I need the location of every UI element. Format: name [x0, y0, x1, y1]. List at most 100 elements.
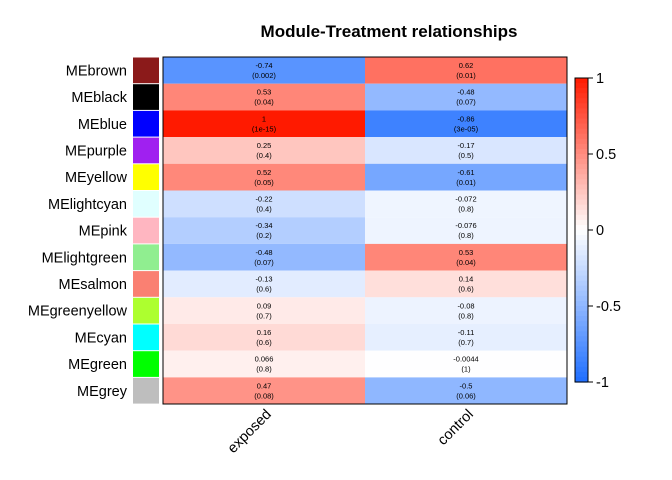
- cell-correlation-label: -0.13: [255, 275, 272, 284]
- cell-correlation-label: -0.072: [455, 195, 476, 204]
- module-color-swatch: [133, 324, 159, 351]
- heatmap-cell: [163, 270, 365, 298]
- row-label: MEyellow: [65, 170, 128, 186]
- colorbar-segment: [575, 300, 588, 307]
- cell-correlation-label: -0.22: [255, 195, 272, 204]
- cell-pvalue-label: (0.8): [458, 205, 474, 214]
- row-label: MEpink: [79, 224, 128, 240]
- cell-pvalue-label: (0.2): [256, 231, 272, 240]
- colorbar-segment: [575, 194, 588, 201]
- cell-pvalue-label: (0.04): [254, 98, 274, 107]
- row-label: MElightgreen: [42, 250, 127, 266]
- colorbar-segment: [575, 295, 588, 302]
- row-label: MEblack: [71, 90, 127, 106]
- colorbar-segment: [575, 159, 588, 165]
- heatmap-cell: [365, 137, 567, 164]
- colorbar-segment: [575, 255, 588, 261]
- module-color-swatch: [133, 297, 159, 324]
- row-label: MEgreen: [68, 357, 127, 373]
- heatmap-cell: [365, 350, 567, 378]
- module-color-swatch: [133, 84, 159, 110]
- row-label: MEblue: [78, 117, 127, 133]
- cell-pvalue-label: (0.08): [254, 391, 274, 400]
- colorbar-segment: [575, 376, 588, 383]
- colorbar: 1 0.5 0 -0.5 -1: [574, 71, 621, 391]
- colorbar-segment: [575, 361, 588, 368]
- cell-correlation-label: 0.14: [459, 275, 474, 284]
- heatmap-cell: [163, 324, 365, 351]
- cell-pvalue-label: (0.06): [456, 391, 476, 400]
- colorbar-segment: [575, 321, 588, 327]
- module-color-swatch: [133, 164, 159, 190]
- module-color-swatch: [133, 110, 159, 137]
- heatmap-cell: [163, 163, 365, 191]
- cell-pvalue-label: (0.01): [456, 71, 476, 80]
- heatmap-cell: [163, 377, 365, 405]
- heatmap-cell: [163, 110, 365, 138]
- colorbar-segment: [575, 224, 588, 231]
- colorbar-segment: [575, 98, 588, 104]
- cell-correlation-label: -0.5: [460, 381, 473, 390]
- colorbar-tick-label: 0.5: [596, 147, 616, 163]
- heatmap-cell: [365, 297, 567, 324]
- heatmap-cell: [365, 190, 567, 218]
- colorbar-segment: [575, 133, 588, 140]
- colorbar-segment: [575, 143, 588, 150]
- colorbar-segment: [575, 280, 588, 287]
- cell-correlation-label: 0.47: [257, 381, 272, 390]
- row-label: MEgrey: [77, 384, 128, 400]
- colorbar-segment: [575, 331, 588, 337]
- row-label: MEbrown: [66, 63, 127, 79]
- heatmap-cell: [365, 57, 567, 84]
- module-color-swatch: [133, 377, 159, 404]
- colorbar-segment: [575, 103, 588, 109]
- cell-pvalue-label: (0.4): [256, 205, 272, 214]
- colorbar-segment: [575, 83, 588, 89]
- colorbar-segment: [575, 290, 588, 297]
- colorbar-segment: [575, 230, 588, 236]
- cell-pvalue-label: (0.04): [456, 258, 476, 267]
- colorbar-segment: [575, 250, 588, 256]
- cell-correlation-label: -0.0044: [453, 355, 478, 364]
- heatmap-cell: [365, 110, 567, 138]
- colorbar-segment: [575, 260, 588, 267]
- colorbar-segment: [575, 164, 588, 170]
- cell-correlation-label: 0.52: [257, 168, 272, 177]
- colorbar-segment: [575, 235, 588, 241]
- colorbar-tick-label: -1: [596, 375, 609, 391]
- cell-correlation-label: -0.86: [457, 114, 474, 123]
- row-label: MEgreenyellow: [28, 304, 128, 320]
- row-label: MElightcyan: [48, 197, 127, 213]
- colorbar-segment: [575, 88, 588, 94]
- module-color-swatch: [133, 271, 159, 297]
- cell-correlation-label: -0.34: [255, 221, 272, 230]
- colorbar-segment: [575, 326, 588, 332]
- colorbar-segment: [575, 128, 588, 135]
- cell-correlation-label: -0.61: [457, 168, 474, 177]
- cell-pvalue-label: (3e-05): [454, 124, 479, 133]
- colorbar-segment: [575, 245, 588, 251]
- cell-correlation-label: 0.53: [257, 88, 272, 97]
- row-labels: MEbrown MEblack MEblue MEpurple MEyellow MEli…: [28, 63, 128, 399]
- colorbar-segment: [575, 78, 588, 84]
- module-color-swatch: [133, 244, 159, 271]
- heatmap-frame: [162, 56, 568, 405]
- colorbar-segment: [575, 148, 588, 155]
- heatmap-cell: [163, 137, 365, 164]
- cell-correlation-label: -0.08: [457, 301, 474, 310]
- cell-correlation-label: -0.17: [457, 141, 474, 150]
- cell-correlation-label: 0.25: [257, 141, 272, 150]
- heatmap-cell: [163, 350, 365, 378]
- heatmap-cell: [163, 243, 365, 271]
- cell-pvalue-label: (0.8): [458, 311, 474, 320]
- cell-correlation-label: 0.62: [459, 61, 474, 70]
- colorbar-segment: [575, 356, 588, 363]
- cell-pvalue-label: (0.6): [256, 338, 272, 347]
- cell-correlation-label: -0.74: [255, 61, 272, 70]
- cell-correlation-label: -0.48: [255, 248, 272, 257]
- colorbar-segment: [575, 113, 588, 120]
- colorbar-segment: [575, 184, 588, 191]
- colorbar-segment: [575, 219, 588, 226]
- cell-pvalue-label: (1e-15): [252, 124, 277, 133]
